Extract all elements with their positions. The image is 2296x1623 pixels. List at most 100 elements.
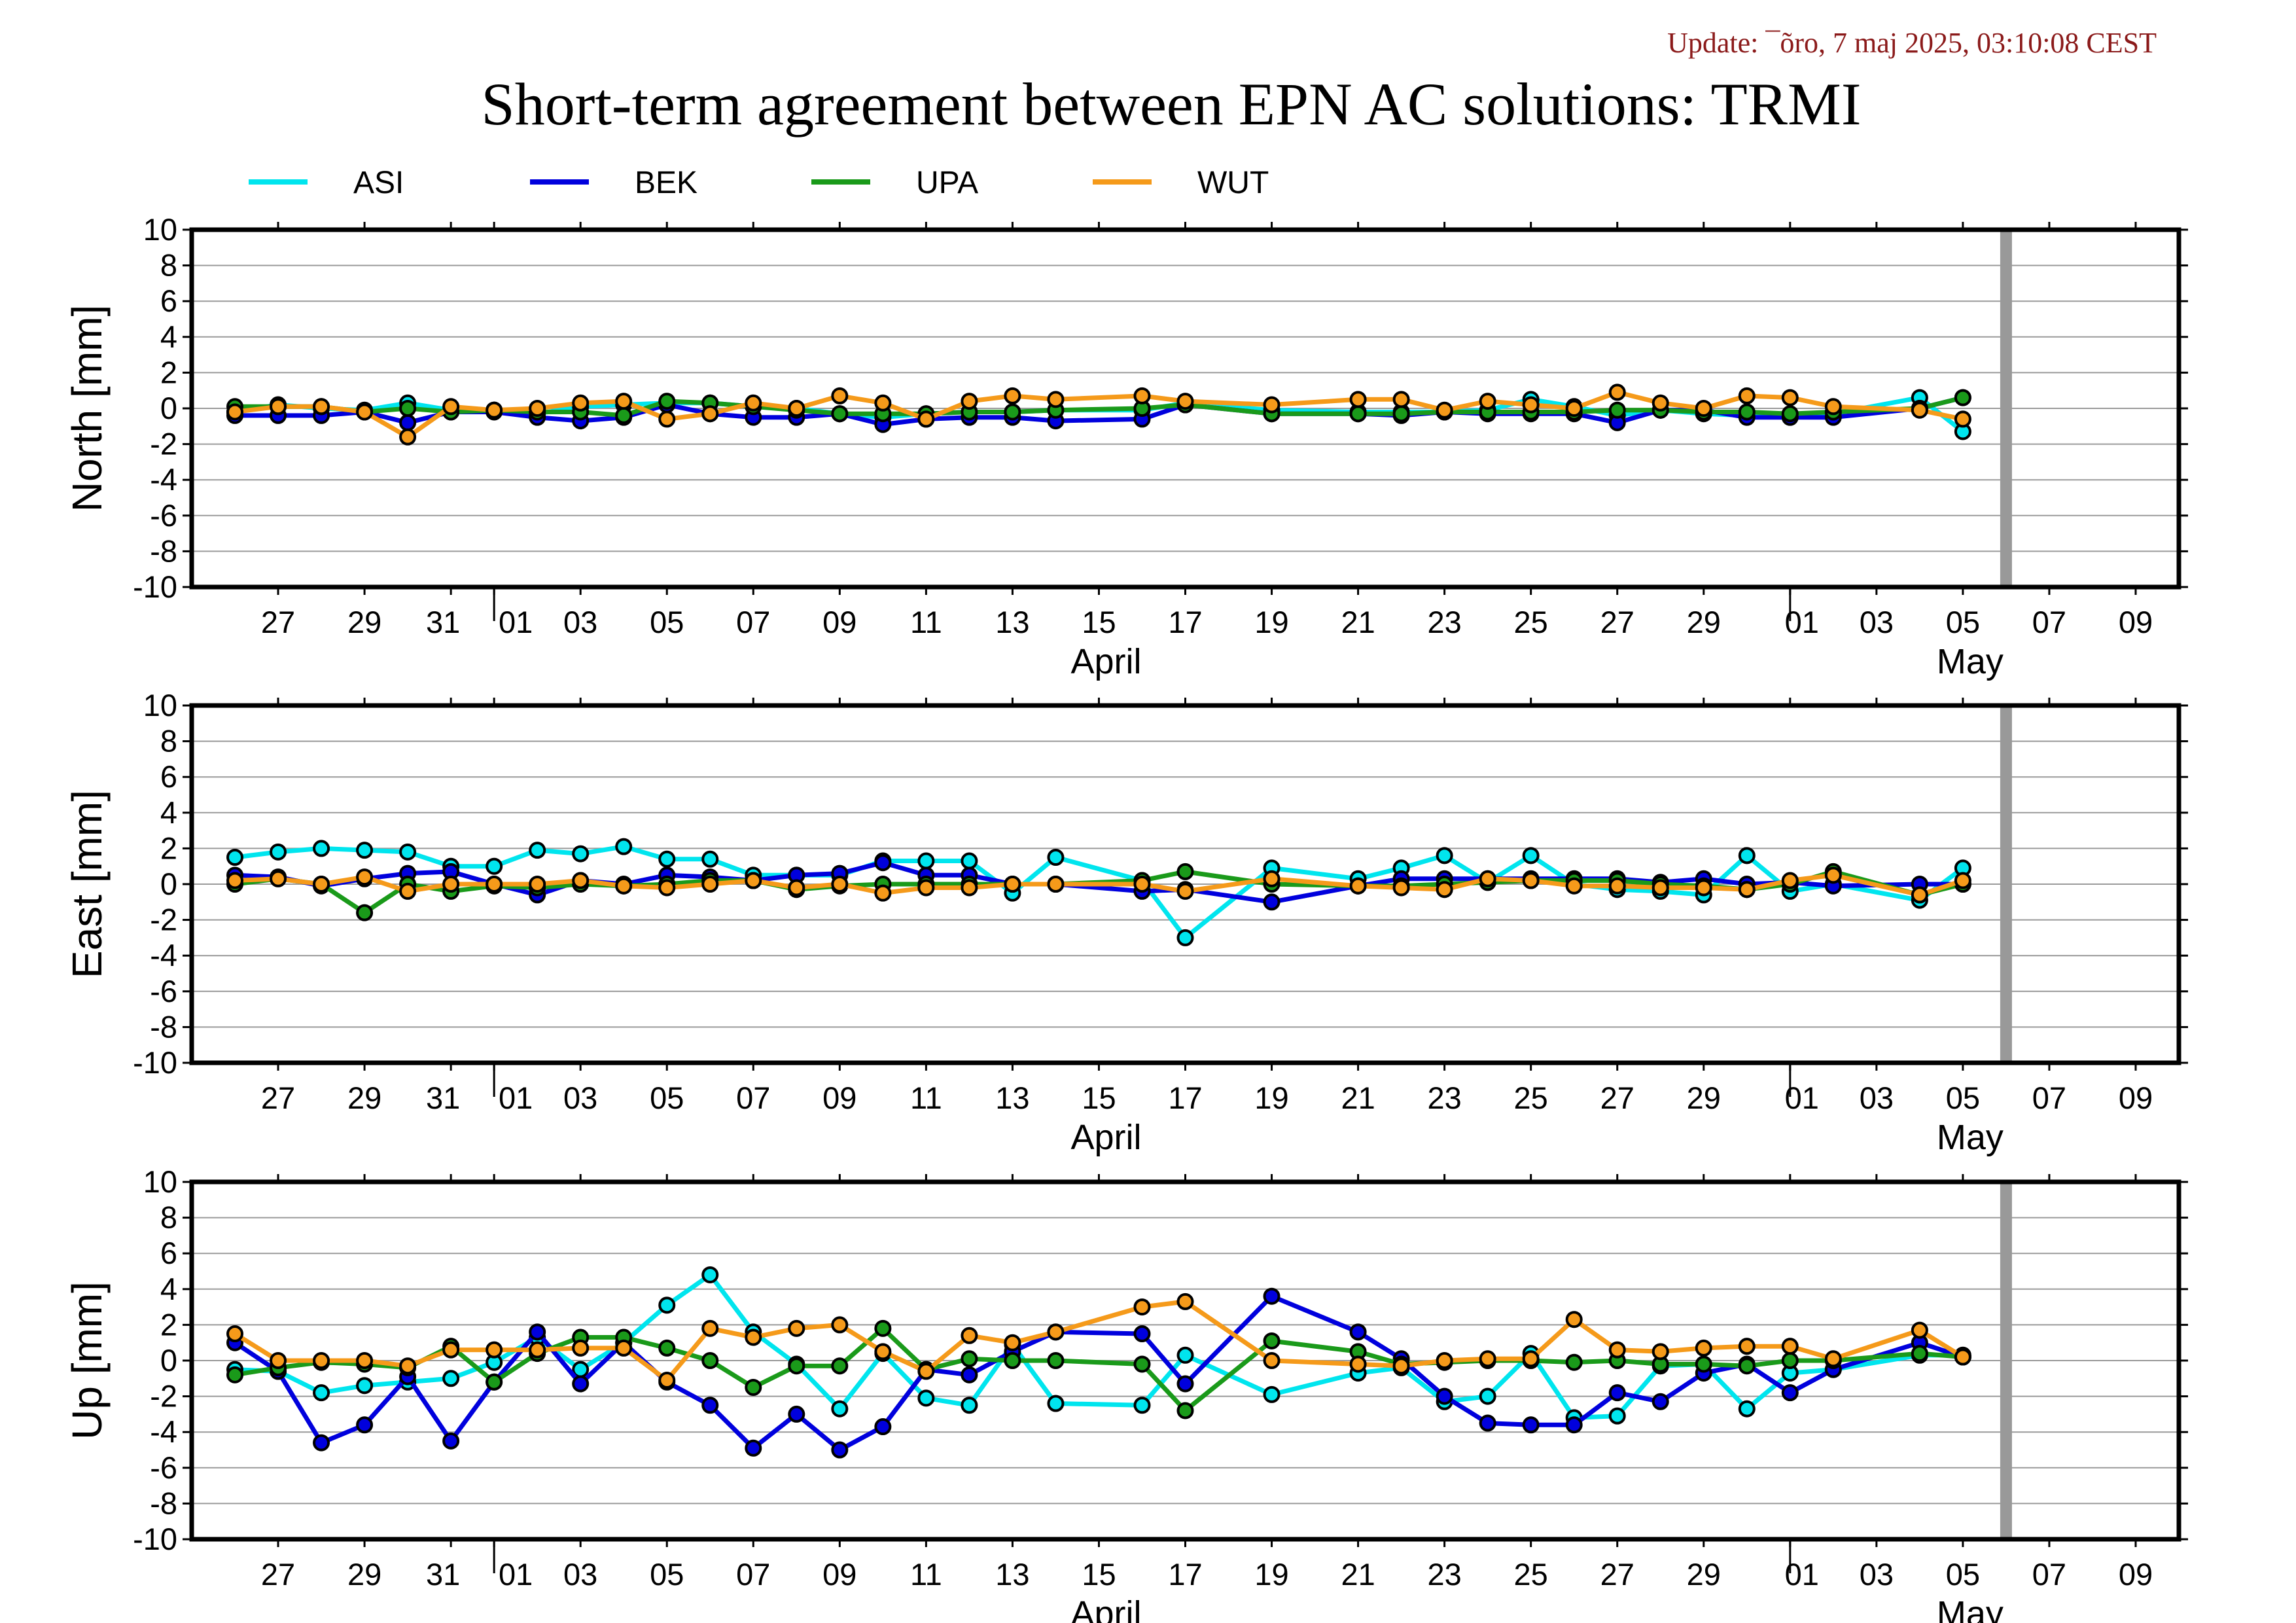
data-point-wut — [874, 394, 892, 412]
y-axis-label: North [mm] — [63, 305, 111, 512]
data-point-asi — [831, 1400, 849, 1418]
x-tick-label: 27 — [261, 605, 295, 639]
x-tick-label: 05 — [1946, 605, 1980, 639]
data-point-wut — [658, 879, 676, 897]
data-point-wut — [442, 398, 460, 416]
data-point-upa — [874, 1319, 892, 1337]
month-label: May — [1937, 642, 2004, 681]
x-tick-label: 27 — [1600, 1557, 1634, 1592]
data-point-wut — [1522, 872, 1540, 889]
data-point-asi — [1133, 1397, 1151, 1414]
y-tick-label: 6 — [160, 283, 177, 318]
data-point-asi — [701, 1266, 719, 1283]
x-tick-label: 29 — [1687, 1080, 1721, 1115]
data-point-upa — [226, 1366, 244, 1383]
data-point-wut — [529, 400, 546, 417]
x-tick-label: 09 — [2119, 1080, 2153, 1115]
data-point-wut — [356, 1352, 374, 1369]
data-point-bek — [874, 1418, 892, 1436]
x-tick-label: 13 — [995, 1557, 1029, 1592]
data-point-wut — [572, 872, 590, 889]
data-point-asi — [313, 840, 330, 857]
x-tick-label: 01 — [499, 1080, 533, 1115]
data-point-wut — [1004, 876, 1021, 893]
y-tick-label: -4 — [150, 938, 177, 972]
legend-label-upa: UPA — [916, 166, 978, 200]
x-tick-label: 03 — [1860, 605, 1894, 639]
data-point-wut — [1651, 394, 1669, 412]
data-point-wut — [917, 410, 935, 428]
x-tick-label: 01 — [1785, 1557, 1819, 1592]
data-point-bek — [1651, 1393, 1669, 1410]
y-tick-label: -6 — [150, 974, 177, 1008]
data-point-wut — [1004, 387, 1021, 404]
data-point-asi — [442, 1370, 460, 1387]
x-tick-label: 03 — [563, 605, 597, 639]
data-point-asi — [270, 843, 287, 861]
data-point-wut — [1392, 879, 1410, 897]
x-tick-label: 03 — [563, 1557, 597, 1592]
data-point-wut — [399, 882, 417, 900]
x-tick-label: 03 — [1860, 1557, 1894, 1592]
data-point-wut — [917, 879, 935, 897]
legend: ASI BEK UPA WUT — [249, 166, 1269, 200]
data-point-wut — [1479, 1350, 1496, 1368]
y-tick-label: 6 — [160, 1236, 177, 1270]
data-point-wut — [226, 872, 244, 889]
x-tick-label: 21 — [1341, 605, 1375, 639]
x-tick-label: 09 — [822, 605, 857, 639]
data-point-wut — [1392, 391, 1410, 408]
data-point-wut — [313, 1352, 330, 1369]
y-tick-label: 2 — [160, 1307, 177, 1342]
x-tick-label: 01 — [499, 1557, 533, 1592]
month-label: May — [1937, 1594, 2004, 1623]
y-tick-label: -4 — [150, 462, 177, 497]
x-tick-label: 25 — [1514, 1080, 1548, 1115]
data-point-wut — [701, 1319, 719, 1337]
x-tick-label: 05 — [650, 1557, 684, 1592]
data-point-bek — [1349, 1323, 1367, 1341]
legend-label-bek: BEK — [635, 166, 698, 200]
x-tick-label: 23 — [1427, 1557, 1461, 1592]
data-point-wut — [831, 387, 849, 404]
data-point-asi — [1608, 1407, 1626, 1425]
data-point-wut — [874, 884, 892, 902]
x-tick-label: 25 — [1514, 1557, 1548, 1592]
month-label: April — [1070, 1118, 1141, 1157]
x-tick-label: 29 — [347, 1080, 381, 1115]
x-tick-label: 09 — [822, 1080, 857, 1115]
x-tick-label: 05 — [1946, 1557, 1980, 1592]
data-point-bek — [831, 1441, 849, 1459]
data-point-bek — [356, 1416, 374, 1434]
data-point-wut — [1176, 882, 1194, 900]
data-point-upa — [1565, 1353, 1583, 1371]
data-point-asi — [1047, 1395, 1065, 1412]
x-tick-label: 23 — [1427, 1080, 1461, 1115]
data-point-wut — [486, 401, 503, 419]
data-point-wut — [658, 410, 676, 428]
data-point-wut — [831, 1316, 849, 1334]
data-point-wut — [270, 398, 287, 416]
data-point-wut — [1911, 401, 1928, 419]
y-tick-label: 8 — [160, 248, 177, 283]
x-tick-label: 07 — [736, 1557, 770, 1592]
data-point-wut — [1004, 1334, 1021, 1351]
y-axis-label: East [mm] — [63, 790, 111, 978]
x-tick-label: 15 — [1082, 605, 1116, 639]
data-point-wut — [1824, 398, 1842, 416]
data-point-wut — [356, 868, 374, 886]
data-point-upa — [1781, 1352, 1799, 1369]
y-tick-label: -2 — [150, 1379, 177, 1414]
data-point-upa — [1004, 1352, 1021, 1369]
data-point-wut — [486, 1341, 503, 1359]
legend-label-wut: WUT — [1197, 166, 1269, 200]
data-point-wut — [1824, 1350, 1842, 1368]
data-point-upa — [1695, 1355, 1712, 1373]
y-tick-label: -2 — [150, 902, 177, 937]
data-point-wut — [1738, 387, 1756, 404]
x-tick-label: 17 — [1168, 605, 1202, 639]
data-point-bek — [1436, 1387, 1453, 1405]
x-tick-label: 13 — [995, 605, 1029, 639]
y-tick-label: 10 — [143, 688, 177, 722]
